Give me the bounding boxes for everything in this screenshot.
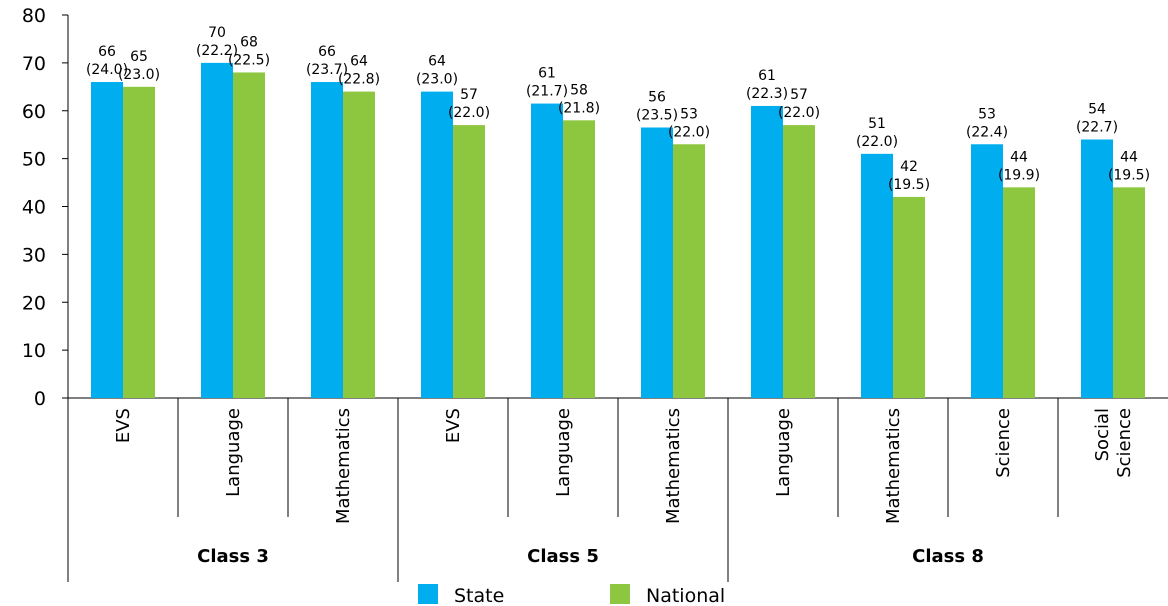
bar-national <box>453 125 485 399</box>
bar-state <box>421 91 453 398</box>
category-label: Language <box>773 408 794 497</box>
data-label-sd: (19.9) <box>998 167 1040 183</box>
legend: State National <box>418 584 725 606</box>
data-label-sd: (19.5) <box>1108 167 1150 183</box>
bar-state <box>641 127 673 398</box>
data-label-sd: (22.4) <box>966 124 1008 140</box>
group-label: Class 3 <box>197 546 269 567</box>
bar-national <box>233 72 265 398</box>
data-label-sd: (22.5) <box>228 52 270 68</box>
group-label: Class 5 <box>527 546 599 567</box>
data-label-value: 61 <box>538 66 556 82</box>
data-label-value: 42 <box>900 159 918 175</box>
bars <box>91 62 1145 399</box>
y-tick-label: 60 <box>22 101 46 123</box>
data-label-value: 44 <box>1010 149 1028 165</box>
category-label: Mathematics <box>883 408 904 524</box>
data-label-value: 51 <box>868 116 886 132</box>
bar-state <box>861 153 893 398</box>
data-label-value: 54 <box>1088 101 1106 117</box>
data-label-sd: (21.7) <box>526 84 568 100</box>
data-label-sd: (21.8) <box>558 100 600 116</box>
data-label-value: 66 <box>318 44 336 60</box>
bar-state <box>1081 139 1113 398</box>
data-label-value: 61 <box>758 68 776 84</box>
bar-state <box>751 105 783 399</box>
category-label: Social <box>1092 408 1113 461</box>
data-label-sd: (22.0) <box>448 105 490 121</box>
data-label-value: 65 <box>130 49 148 65</box>
bar-national <box>783 125 815 399</box>
bar-national <box>343 91 375 398</box>
bar-national <box>673 144 705 398</box>
data-label-value: 70 <box>208 25 226 41</box>
data-label-value: 66 <box>98 44 116 60</box>
data-label-value: 64 <box>428 54 446 70</box>
data-label-sd: (22.8) <box>338 72 380 88</box>
data-label-sd: (22.3) <box>746 86 788 102</box>
group-label: Class 8 <box>912 546 984 567</box>
bar-national <box>1003 187 1035 398</box>
data-label-sd: (19.5) <box>888 177 930 193</box>
legend-swatch <box>418 584 438 604</box>
data-label-value: 56 <box>648 90 666 106</box>
data-label-value: 57 <box>460 87 478 103</box>
bar-national <box>1113 187 1145 398</box>
data-label-sd: (23.5) <box>636 108 678 124</box>
legend-label: State <box>454 585 504 606</box>
data-label-value: 57 <box>790 87 808 103</box>
y-tick-label: 50 <box>22 149 46 171</box>
category-label: Mathematics <box>333 408 354 524</box>
category-label: Science <box>993 408 1014 478</box>
y-tick-label: 10 <box>22 340 46 362</box>
y-tick-label: 80 <box>22 5 46 27</box>
data-label-sd: (23.7) <box>306 62 348 78</box>
y-tick-label: 40 <box>22 197 46 219</box>
category-label: EVS <box>443 408 464 443</box>
category-label: Mathematics <box>663 408 684 524</box>
legend-label: National <box>646 585 725 606</box>
bar-national <box>563 120 595 398</box>
bar-state <box>91 82 123 399</box>
data-label-sd: (22.0) <box>778 105 820 121</box>
y-tick-label: 70 <box>22 53 46 75</box>
data-label-value: 53 <box>978 106 996 122</box>
data-label-value: 44 <box>1120 149 1138 165</box>
y-tick-label: 20 <box>22 292 46 314</box>
category-labels: EVS Language Mathematics EVS Language Mathema… <box>113 408 1135 567</box>
data-label-value: 58 <box>570 82 588 98</box>
y-tick-label: 0 <box>34 388 46 410</box>
data-label-value: 64 <box>350 54 368 70</box>
data-label-sd: (22.0) <box>856 134 898 150</box>
data-label-sd: (24.0) <box>86 62 128 78</box>
axes: 0 10 20 30 40 50 60 70 80 <box>22 5 1168 582</box>
data-label-sd: (22.7) <box>1076 119 1118 135</box>
bar-state <box>971 144 1003 398</box>
bar-state <box>311 82 343 399</box>
category-label: Language <box>223 408 244 497</box>
bar-state <box>201 62 233 398</box>
data-label-sd: (22.2) <box>196 43 238 59</box>
category-label: EVS <box>113 408 134 443</box>
bar-national <box>893 196 925 398</box>
bar-state <box>531 103 563 398</box>
data-label-value: 68 <box>240 34 258 50</box>
data-label-value: 53 <box>680 106 698 122</box>
data-label-sd: (22.0) <box>668 124 710 140</box>
category-label: Science <box>1114 408 1135 478</box>
data-labels: 66 (24.0)65 (23.0) 70 (22.2)68 (22.5) 66 (23.7)… <box>86 25 1150 193</box>
category-label: Language <box>553 408 574 497</box>
bar-national <box>123 86 155 398</box>
y-tick-label: 30 <box>22 244 46 266</box>
data-label-sd: (23.0) <box>118 67 160 83</box>
data-label-sd: (23.0) <box>416 72 458 88</box>
legend-swatch <box>610 584 630 604</box>
